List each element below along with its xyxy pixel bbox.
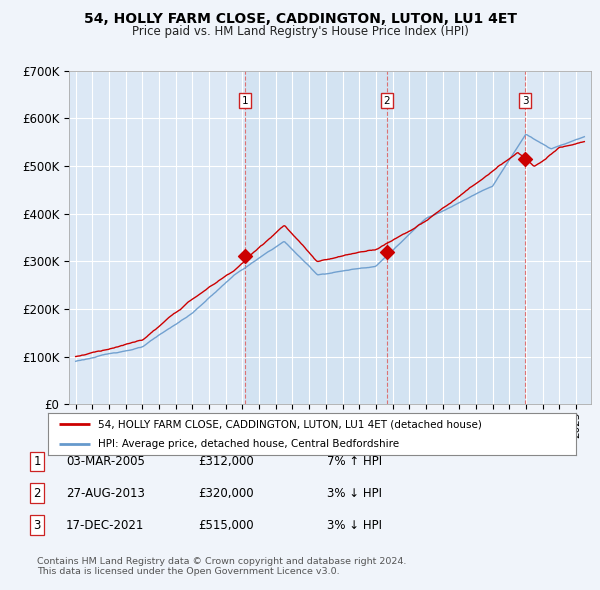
Text: £312,000: £312,000 <box>198 455 254 468</box>
Text: £515,000: £515,000 <box>198 519 254 532</box>
Text: 2: 2 <box>34 487 41 500</box>
Point <box>382 247 392 257</box>
Text: 03-MAR-2005: 03-MAR-2005 <box>66 455 145 468</box>
Text: £320,000: £320,000 <box>198 487 254 500</box>
Point <box>241 251 250 260</box>
Text: HPI: Average price, detached house, Central Bedfordshire: HPI: Average price, detached house, Cent… <box>98 439 399 449</box>
Text: 3% ↓ HPI: 3% ↓ HPI <box>327 519 382 532</box>
Bar <box>245 71 525 404</box>
Text: 3% ↓ HPI: 3% ↓ HPI <box>327 487 382 500</box>
Text: 1: 1 <box>242 96 248 106</box>
Text: Contains HM Land Registry data © Crown copyright and database right 2024.: Contains HM Land Registry data © Crown c… <box>37 558 407 566</box>
Text: 1: 1 <box>34 455 41 468</box>
Text: 54, HOLLY FARM CLOSE, CADDINGTON, LUTON, LU1 4ET (detached house): 54, HOLLY FARM CLOSE, CADDINGTON, LUTON,… <box>98 419 482 430</box>
Text: 2: 2 <box>383 96 390 106</box>
Text: 54, HOLLY FARM CLOSE, CADDINGTON, LUTON, LU1 4ET: 54, HOLLY FARM CLOSE, CADDINGTON, LUTON,… <box>83 12 517 26</box>
Point <box>520 154 530 163</box>
Text: 7% ↑ HPI: 7% ↑ HPI <box>327 455 382 468</box>
Text: This data is licensed under the Open Government Licence v3.0.: This data is licensed under the Open Gov… <box>37 567 340 576</box>
Text: 3: 3 <box>522 96 529 106</box>
Text: 27-AUG-2013: 27-AUG-2013 <box>66 487 145 500</box>
Text: 17-DEC-2021: 17-DEC-2021 <box>66 519 145 532</box>
Text: Price paid vs. HM Land Registry's House Price Index (HPI): Price paid vs. HM Land Registry's House … <box>131 25 469 38</box>
Text: 3: 3 <box>34 519 41 532</box>
